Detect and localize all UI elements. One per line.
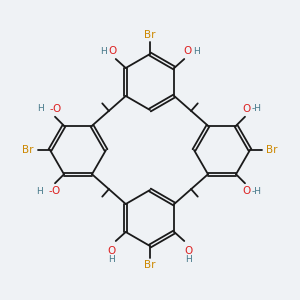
- Text: H: H: [185, 256, 192, 265]
- Text: -H: -H: [252, 187, 262, 196]
- Text: Br: Br: [266, 145, 278, 155]
- Text: O: O: [183, 46, 191, 56]
- Text: H: H: [108, 256, 115, 265]
- Text: O: O: [109, 46, 117, 56]
- Text: H: H: [193, 46, 200, 56]
- Text: Br: Br: [144, 260, 156, 270]
- Text: Br: Br: [144, 30, 156, 40]
- Text: O: O: [108, 246, 116, 256]
- Text: O: O: [184, 246, 192, 256]
- Text: H: H: [37, 104, 44, 113]
- Text: -O: -O: [49, 186, 61, 196]
- Text: Br: Br: [22, 145, 34, 155]
- Text: H: H: [100, 46, 107, 56]
- Text: O: O: [243, 104, 251, 114]
- Text: O: O: [243, 186, 251, 196]
- Text: -O: -O: [49, 104, 61, 114]
- Text: -H: -H: [252, 104, 262, 113]
- Text: H: H: [37, 187, 44, 196]
